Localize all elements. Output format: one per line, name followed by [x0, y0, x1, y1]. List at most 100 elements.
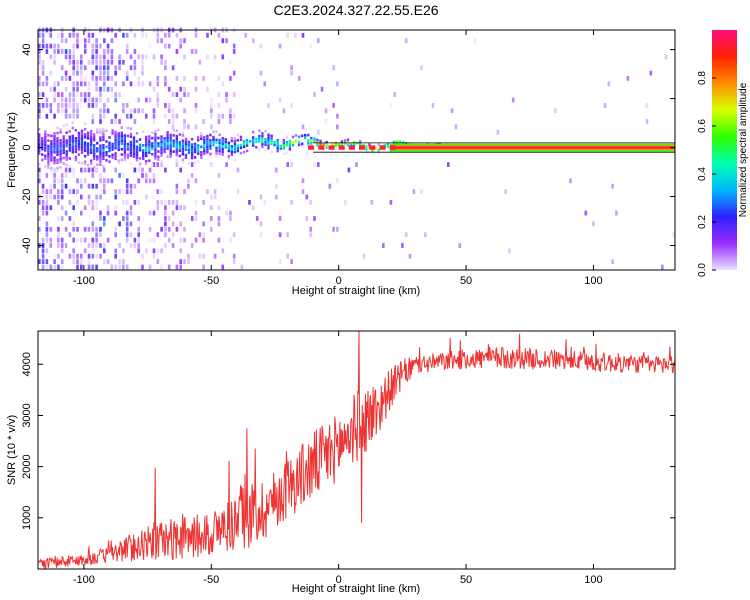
spectrogram-cell	[233, 145, 237, 149]
spectrogram-cell	[60, 38, 64, 44]
spectrogram-cell	[160, 140, 163, 144]
spectrogram-cell	[57, 232, 60, 238]
spectrogram-cell	[395, 140, 399, 143]
spectrogram-cell	[38, 259, 41, 264]
spectrogram-cell	[106, 108, 110, 114]
spectrogram-cell	[232, 113, 236, 119]
spectrogram-cell	[164, 113, 167, 119]
spectrogram-cell	[45, 259, 49, 264]
spectrogram-cell	[125, 221, 129, 227]
spectrogram-cell	[38, 81, 41, 87]
spectrogram-cell	[152, 119, 156, 124]
spectrogram-cell	[424, 232, 427, 238]
spectrogram-cell	[96, 149, 99, 153]
spectrogram-cell	[141, 167, 144, 173]
spectrogram-cell	[72, 248, 75, 254]
spectrogram-cell	[68, 49, 72, 54]
spectrogram-cell	[175, 226, 179, 232]
spectrogram-cell	[290, 259, 293, 264]
spectrogram-cell	[108, 144, 111, 147]
spectrogram-cell	[77, 147, 81, 151]
spectrogram-cell	[313, 92, 316, 97]
spectrogram-cell	[178, 133, 181, 136]
spectrogram-cell	[160, 143, 163, 147]
spectrogram-cell	[276, 139, 279, 142]
spectrogram-cell	[60, 243, 64, 248]
spectrogram-cell	[64, 49, 68, 54]
spectrogram-cell	[172, 128, 175, 132]
spectrogram-cell	[145, 194, 148, 200]
spectrogram-cell	[68, 146, 71, 149]
spectrogram-cell	[286, 162, 289, 167]
spectrogram-cell	[103, 259, 106, 264]
spectrogram-cell	[110, 54, 114, 60]
spectrogram-cell	[129, 81, 133, 87]
spectrogram-cell	[412, 189, 416, 194]
spectrogram-cell	[108, 155, 111, 158]
spectrogram-cell	[132, 152, 136, 156]
spectrogram-cell	[99, 232, 102, 238]
x-tick-label: 50	[460, 275, 472, 287]
spectrogram-cell	[242, 140, 246, 143]
spectrogram-cell	[331, 143, 334, 146]
spectrogram-cell	[141, 32, 144, 38]
spectrogram-cell	[45, 189, 49, 194]
spectrogram-cell	[137, 226, 140, 232]
spectrogram-cell	[90, 159, 93, 163]
spectrogram-cell	[105, 129, 108, 132]
spectrogram-cell	[148, 140, 151, 144]
spectrogram-cell	[187, 146, 191, 149]
spectrogram-cell	[181, 134, 185, 137]
spectrogram-cell	[187, 253, 190, 259]
spectrogram-cell	[68, 149, 71, 152]
spectrogram-cell	[164, 103, 167, 108]
spectrogram-cell	[44, 149, 47, 152]
spectrogram-cell	[103, 108, 106, 114]
spectrogram-cell	[76, 183, 79, 189]
spectrogram-cell	[343, 200, 347, 205]
spectrogram-cell	[45, 205, 49, 211]
spectrogram-cell	[431, 103, 435, 108]
spectrogram-cell	[99, 189, 102, 194]
spectrogram-cell	[175, 148, 178, 151]
spectrogram-cell	[133, 183, 137, 189]
spectrogram-cell	[114, 154, 117, 158]
spectrogram-cell	[386, 142, 389, 146]
spectrogram-cell	[154, 138, 157, 141]
spectrogram-cell	[99, 243, 102, 248]
spectrogram-cell	[164, 210, 167, 216]
spectrogram-cell	[114, 194, 117, 200]
spectrogram-cell	[313, 140, 316, 143]
spectrogram-cell	[102, 143, 105, 147]
spectrogram-cell	[77, 139, 81, 143]
spectrogram-cell	[68, 141, 71, 144]
spectrogram-cell	[38, 152, 41, 155]
spectrogram-cell	[190, 243, 194, 248]
spectrogram-cell	[332, 103, 335, 108]
spectrogram-cell	[210, 194, 213, 200]
spectrogram-cell	[164, 205, 167, 211]
spectrogram-cell	[111, 156, 114, 159]
spectrogram-cell	[90, 140, 93, 144]
spectrogram-cell	[194, 32, 198, 38]
spectrogram-cell	[202, 253, 205, 259]
spectrogram-cell	[258, 148, 261, 151]
spectrogram-cell	[183, 124, 186, 130]
spectrogram-cell	[122, 81, 125, 87]
spectrogram-cell	[114, 248, 117, 254]
spectrogram-cell	[141, 81, 144, 87]
spectrogram-cell	[117, 137, 120, 141]
spectrogram-cell	[86, 134, 90, 137]
spectrogram-cell	[218, 144, 221, 147]
spectrogram-cell	[365, 148, 368, 151]
spectrogram-cell	[310, 139, 313, 143]
spectrogram-cell	[91, 70, 95, 76]
spectrogram-cell	[258, 137, 261, 141]
spectrogram-cell	[259, 221, 263, 227]
spectrogram-cell	[194, 124, 198, 130]
spectrogram-cell	[41, 248, 45, 254]
spectrogram-cell	[41, 200, 45, 205]
spectrogram-cell	[125, 32, 129, 38]
spectrogram-cell	[114, 264, 117, 270]
